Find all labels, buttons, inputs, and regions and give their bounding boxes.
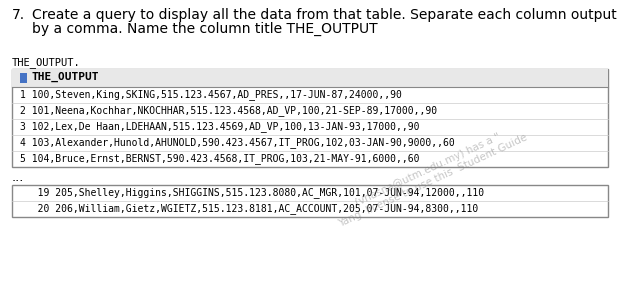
FancyBboxPatch shape: [12, 69, 608, 167]
Text: THE_OUTPUT: THE_OUTPUT: [32, 72, 100, 82]
Text: by a comma. Name the column title THE_OUTPUT: by a comma. Name the column title THE_OU…: [32, 22, 378, 36]
Text: 5 104,Bruce,Ernst,BERNST,590.423.4568,IT_PROG,103,21-MAY-91,6000,,60: 5 104,Bruce,Ernst,BERNST,590.423.4568,IT…: [20, 153, 419, 164]
Text: 4 103,Alexander,Hunold,AHUNOLD,590.423.4567,IT_PROG,102,03-JAN-90,9000,,60: 4 103,Alexander,Hunold,AHUNOLD,590.423.4…: [20, 137, 455, 148]
Text: THE_OUTPUT.: THE_OUTPUT.: [12, 57, 81, 68]
Text: 20 206,William,Gietz,WGIETZ,515.123.8181,AC_ACCOUNT,205,07-JUN-94,8300,,110: 20 206,William,Gietz,WGIETZ,515.123.8181…: [20, 203, 478, 214]
Text: (vhasna@utm.edu.my) has a "
Yang  license to use this  Student Guide: (vhasna@utm.edu.my) has a " Yang license…: [331, 122, 528, 229]
Text: 1 100,Steven,King,SKING,515.123.4567,AD_PRES,,17-JUN-87,24000,,90: 1 100,Steven,King,SKING,515.123.4567,AD_…: [20, 89, 402, 100]
Text: 3 102,Lex,De Haan,LDEHAAN,515.123.4569,AD_VP,100,13-JAN-93,17000,,90: 3 102,Lex,De Haan,LDEHAAN,515.123.4569,A…: [20, 121, 419, 132]
FancyBboxPatch shape: [12, 69, 608, 87]
FancyBboxPatch shape: [12, 185, 608, 217]
Text: 7.: 7.: [12, 8, 25, 22]
Text: Create a query to display all the data from that table. Separate each column out: Create a query to display all the data f…: [32, 8, 617, 22]
FancyBboxPatch shape: [20, 73, 27, 83]
Text: ...: ...: [12, 171, 24, 184]
Text: 2 101,Neena,Kochhar,NKOCHHAR,515.123.4568,AD_VP,100,21-SEP-89,17000,,90: 2 101,Neena,Kochhar,NKOCHHAR,515.123.456…: [20, 105, 437, 116]
Text: 19 205,Shelley,Higgins,SHIGGINS,515.123.8080,AC_MGR,101,07-JUN-94,12000,,110: 19 205,Shelley,Higgins,SHIGGINS,515.123.…: [20, 187, 484, 198]
